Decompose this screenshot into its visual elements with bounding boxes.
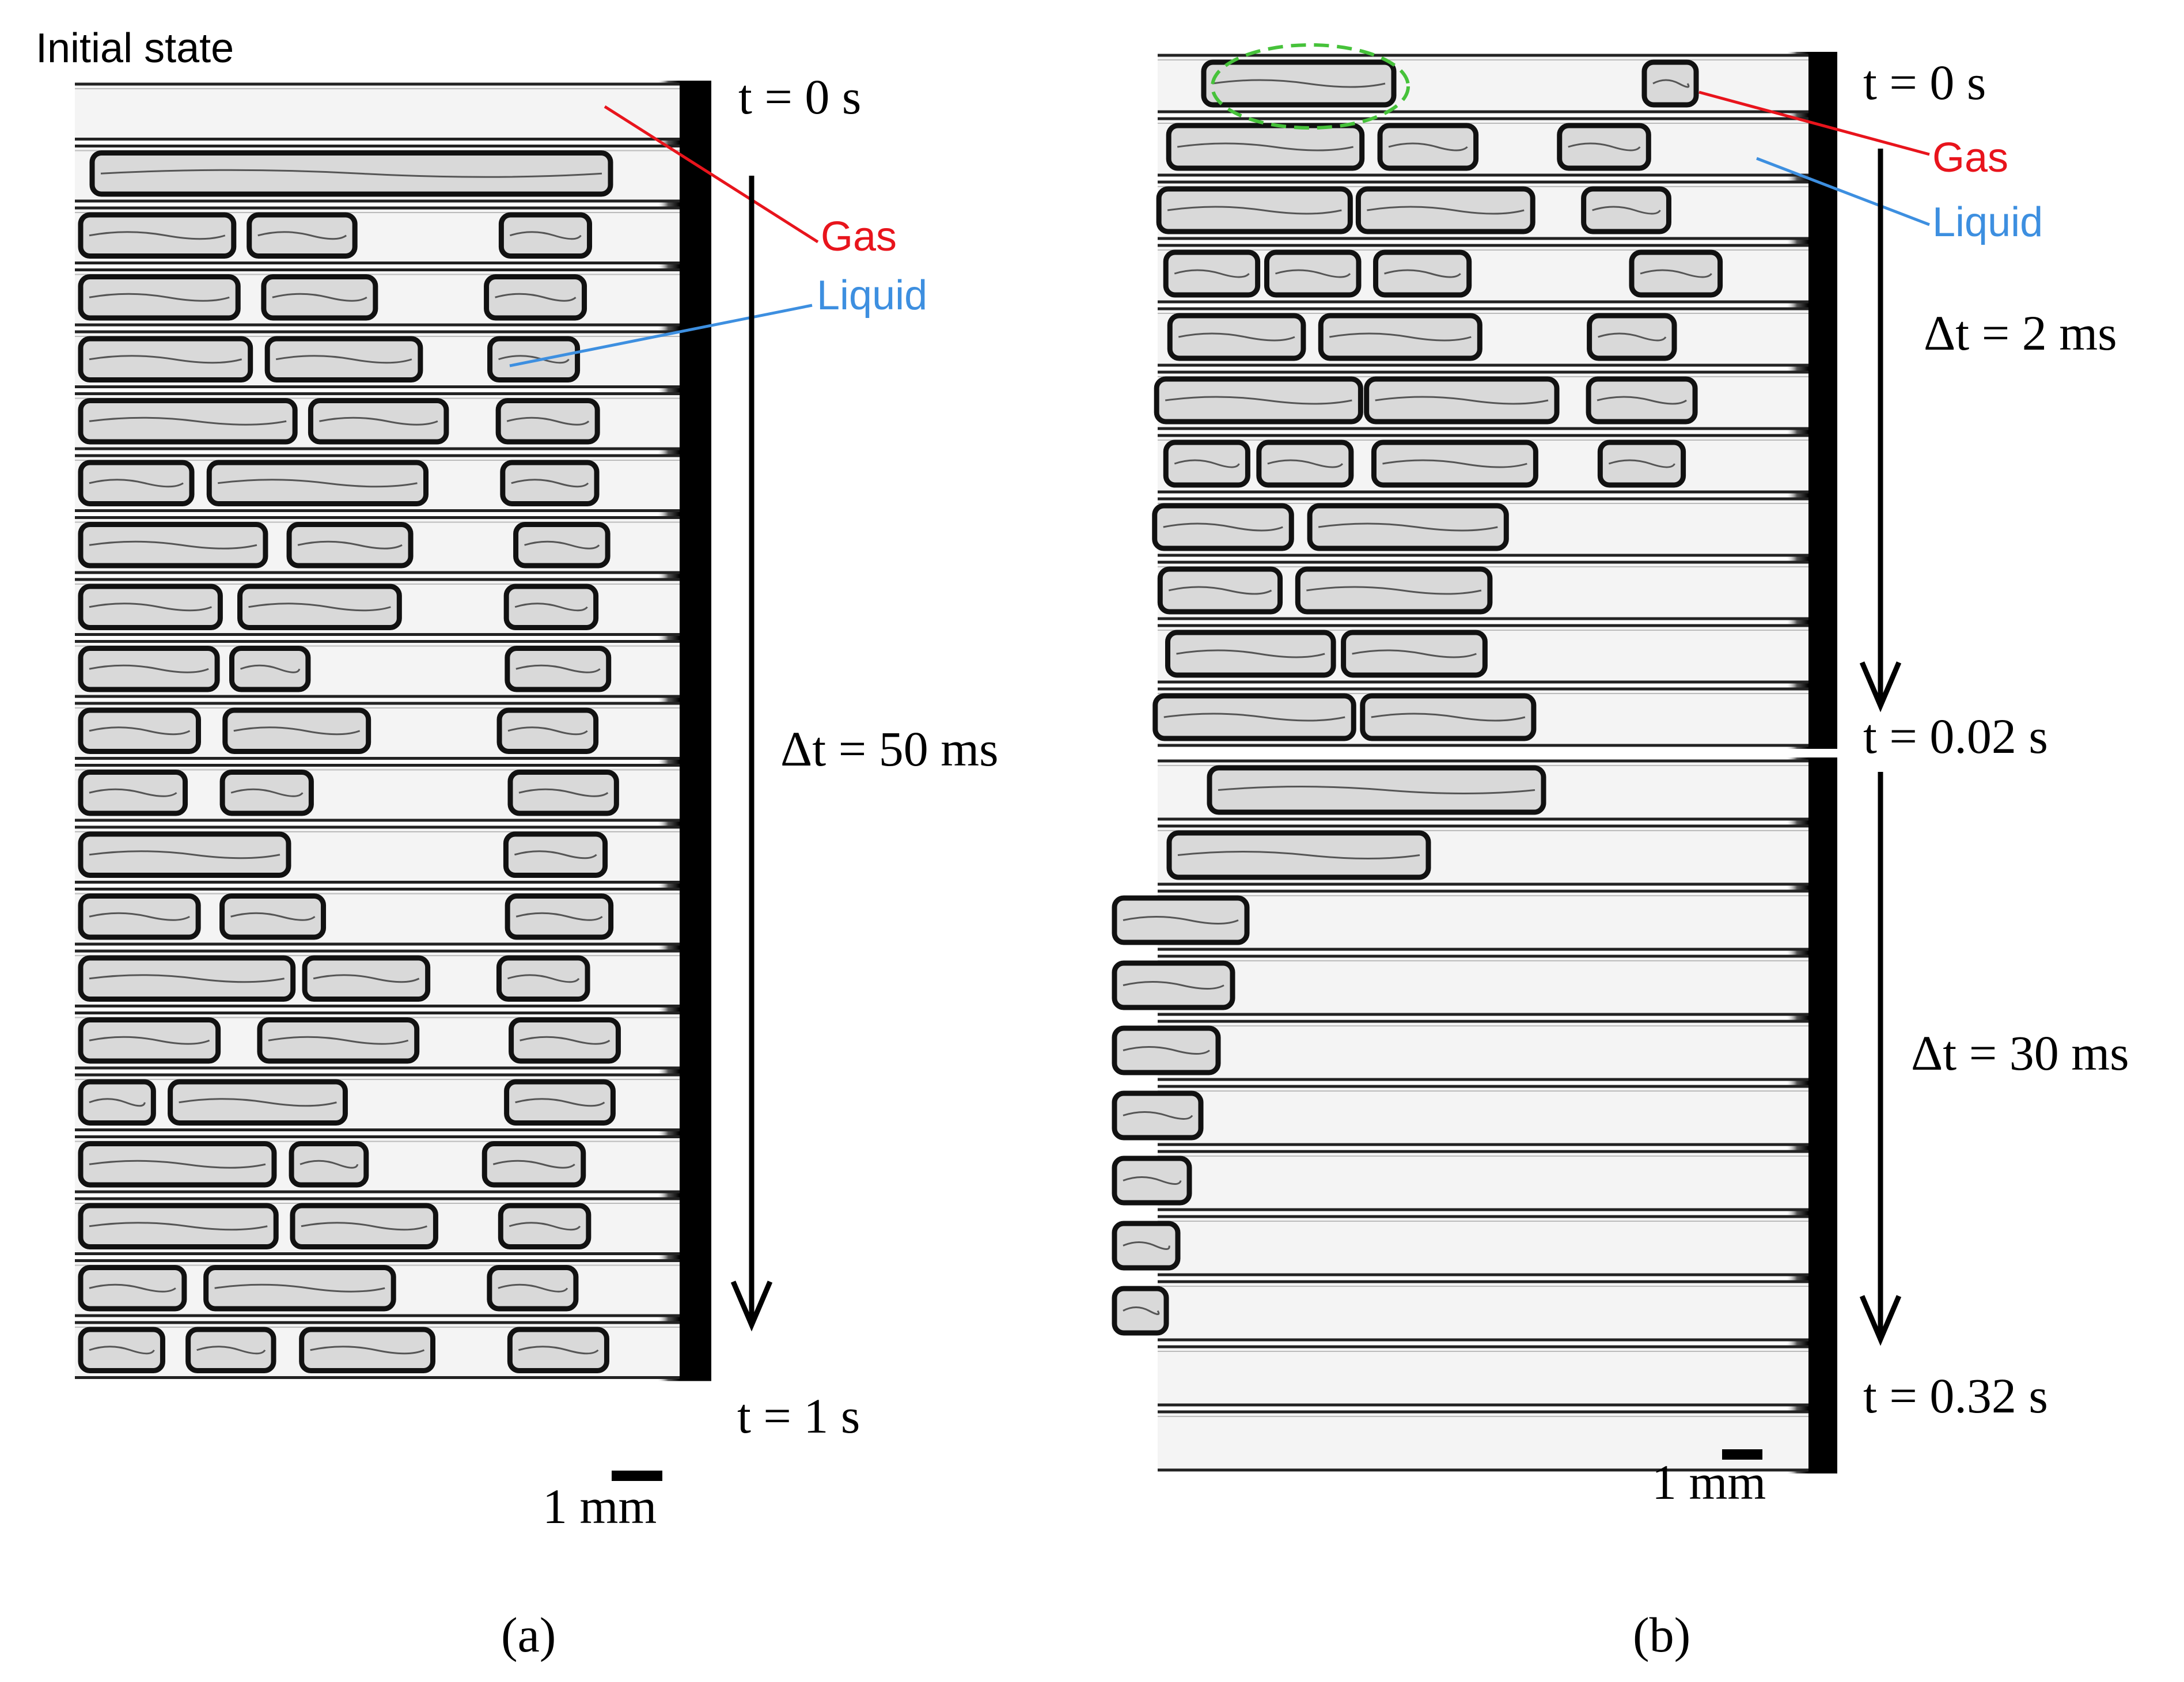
tube-frame [1112,1215,1808,1276]
panel-a-scale-bar-label: 1 mm [543,1479,657,1534]
tube-frame [75,516,680,574]
panel-b-highlight-ellipse [1211,43,1410,130]
panel-a-arrow-head [730,1281,773,1332]
tube-frame [75,640,680,698]
tube-frame [1158,759,1808,821]
tube-frame [75,145,680,203]
tube-frame [75,888,680,946]
tube-end-wall [1808,757,1837,1473]
panel-a-t-start: t = 0 s [738,69,862,124]
panel-b-scale-bar-label: 1 mm [1652,1454,1766,1510]
panel-b-gas-leader [1698,90,1930,156]
panel-a-caption: (a) [501,1607,556,1662]
panel-b-frames-bottom [1112,757,1837,1473]
tube-frame [1158,117,1808,177]
panel-b-arrow-head-1 [1859,661,1902,713]
tube-frame [1152,497,1808,557]
panel-b-delta-t-2: Δt = 30 ms [1911,1025,2129,1081]
tube-frame [75,1321,680,1379]
tube-frame [1156,180,1808,240]
tube-frame [1154,370,1808,430]
panel-b-caption: (b) [1633,1607,1691,1662]
tube-frame [1112,1085,1808,1146]
tube-frame [75,454,680,512]
panel-a-delta-t: Δt = 50 ms [780,721,999,776]
tube-frame [1157,560,1808,620]
panel-b-t-mid: t = 0.02 s [1863,709,2048,764]
tube-frame [75,206,680,264]
tube-frame [1158,434,1808,494]
panel-a-initial-state-label: Initial state [36,25,234,71]
panel-b-liquid-leader [1756,157,1930,226]
tube-frame [75,330,680,388]
panel-a-t-end: t = 1 s [737,1388,860,1444]
tube-end-wall [680,81,711,1381]
tube-end-wall [1808,52,1837,749]
tube-frame [1112,1280,1808,1342]
tube-frame [1112,1150,1808,1211]
panel-b-gas-label: Gas [1932,135,2009,181]
panel-b-arrow-head-2 [1859,1295,1902,1346]
tube-frame [1112,954,1808,1016]
tube-frame [75,1012,680,1070]
tube-frame [1112,1020,1808,1081]
tube-frame [75,268,680,327]
tube-frame [1152,687,1808,747]
panel-a-liquid-label: Liquid [817,272,928,319]
panel-b-t-start: t = 0 s [1863,55,1986,110]
tube-frame [75,1135,680,1194]
tube-frame [75,949,680,1007]
tube-frame [75,82,680,141]
tube-frame [75,392,680,450]
tube-frame [75,825,680,884]
tube-frame [1158,824,1808,886]
panel-a-gas-label: Gas [821,214,897,260]
tube-frame [75,578,680,636]
panel-b-t-end: t = 0.32 s [1863,1368,2048,1423]
panel-b-frames-top [1152,52,1837,749]
panel-a-frames [75,81,711,1381]
tube-frame [75,1073,680,1131]
tube-frame [1158,1345,1808,1407]
tube-frame [1158,1410,1808,1472]
panel-a-gas-leader [604,105,819,244]
tube-frame [75,764,680,822]
tube-frame [1158,307,1808,367]
tube-frame [75,1197,680,1255]
panel-b-liquid-label: Liquid [1932,199,2043,245]
tube-frame [75,702,680,760]
tube-frame [75,1259,680,1317]
panel-b-delta-t-1: Δt = 2 ms [1924,305,2117,361]
tube-frame [1158,624,1808,684]
tube-frame [1158,54,1808,113]
tube-frame [1158,244,1808,304]
panel-a-liquid-leader [509,304,813,368]
tube-frame [1112,889,1808,951]
